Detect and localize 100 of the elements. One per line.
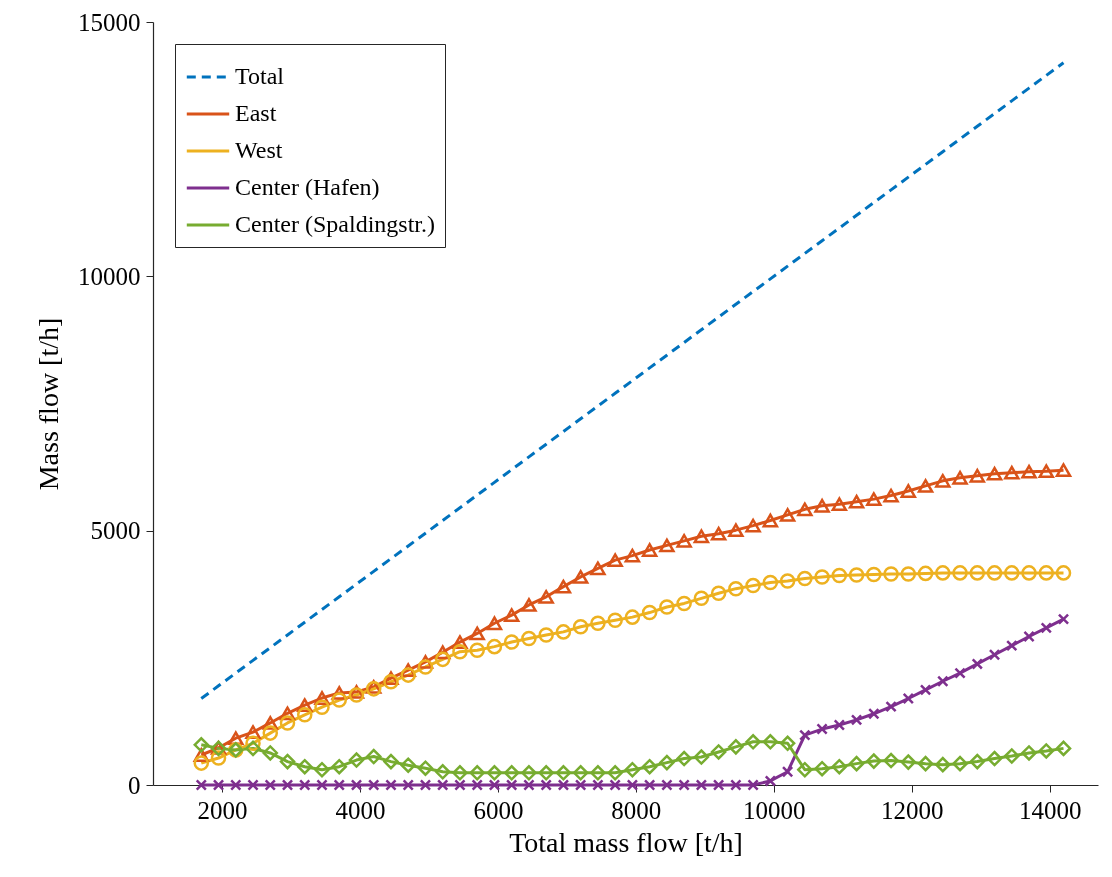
point [540,779,552,791]
point [641,543,658,557]
point [728,523,744,538]
point [900,754,917,770]
point [678,779,690,791]
legend-label: East [235,100,277,126]
point [712,779,725,791]
point [1005,639,1018,652]
point [693,529,710,544]
point [624,761,641,778]
point [1021,464,1037,479]
point [279,753,296,770]
point [762,733,779,750]
point [590,765,606,781]
point [936,675,949,688]
point [314,699,330,715]
point [797,502,813,517]
point [367,779,380,791]
y-tick-label: 10000 [78,262,141,290]
point [402,779,415,791]
point [661,779,673,791]
point [607,553,623,568]
point [917,479,934,493]
point [521,630,537,647]
point [1023,630,1035,643]
point [469,642,485,658]
point [385,779,397,791]
point [538,765,554,781]
point [1004,565,1020,581]
point [695,779,708,791]
point [503,765,520,781]
point [952,565,968,581]
point [781,765,794,778]
point [693,749,710,765]
point [764,775,777,787]
point [383,753,399,770]
point [917,755,934,772]
point [971,658,984,670]
point [659,599,675,615]
point [952,470,968,485]
point [1038,743,1055,759]
x-axis-title: Total mass flow [t/h] [509,826,743,858]
point [555,765,572,781]
point [262,745,279,761]
point [1004,465,1020,480]
point [590,615,606,631]
point [986,466,1003,481]
point [988,648,1001,661]
point [883,488,899,503]
x-tick-label: 6000 [473,796,524,824]
point [383,673,399,690]
point [365,748,382,765]
point [245,735,261,752]
point [1040,622,1053,634]
point [643,779,656,791]
x-tick-label: 2000 [197,796,248,824]
point [538,589,554,604]
point [212,779,225,791]
point [850,714,863,726]
point [747,779,759,791]
point [1055,565,1072,581]
point [555,624,572,640]
point [986,750,1003,767]
point [1038,464,1055,479]
point [590,561,606,576]
point [348,687,365,703]
point [848,567,865,583]
point [436,779,449,791]
point [279,715,296,731]
point [400,667,416,683]
point [555,579,572,594]
point [745,733,761,750]
point [505,779,518,791]
point [799,729,811,741]
point [986,565,1003,581]
point [1057,613,1070,625]
point [848,494,865,509]
point [745,518,761,533]
x-tick-label: 8000 [611,796,662,824]
point [969,565,986,581]
point [486,638,503,655]
point [779,735,796,752]
point [1038,565,1055,581]
point [574,779,587,791]
point [521,765,537,781]
point [676,595,692,612]
point [883,566,899,582]
point [762,513,779,528]
point [607,612,623,628]
point [831,758,848,775]
point [195,779,208,791]
point [331,758,348,775]
x-tick-label: 10000 [743,796,806,824]
point [883,752,899,769]
point [693,590,710,607]
point [419,779,432,791]
point [609,779,621,791]
point [400,757,416,773]
point [833,719,846,731]
point [296,707,313,723]
